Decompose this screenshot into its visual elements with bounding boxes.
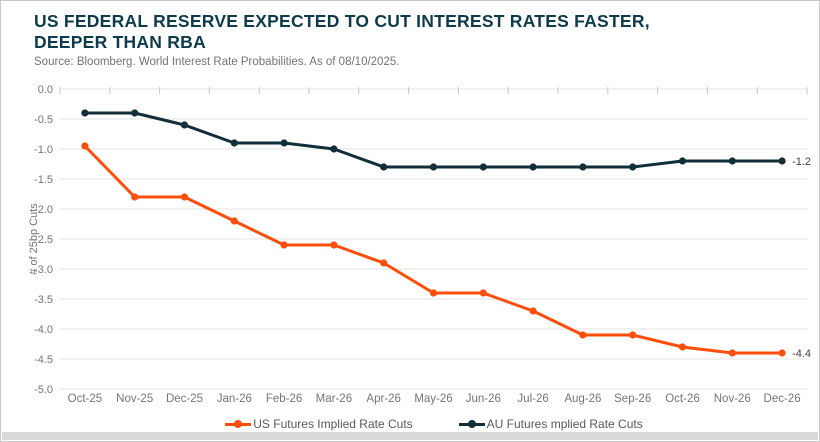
data-point-au <box>81 109 89 117</box>
data-point-us <box>429 289 438 297</box>
data-point-us <box>81 142 89 150</box>
x-tick-label: Jun-26 <box>466 393 501 405</box>
x-tick-label: Mar-26 <box>316 393 352 405</box>
data-point-us <box>678 343 687 351</box>
au-swatch-dot <box>467 420 476 428</box>
y-tick-label: -3.5 <box>34 294 53 306</box>
au-series-swatch-icon <box>458 418 485 430</box>
data-point-au <box>380 163 388 171</box>
end-label-us: -4.4 <box>792 348 811 360</box>
data-point-us <box>380 259 388 267</box>
data-point-au <box>728 157 736 165</box>
x-tick-label: May-26 <box>414 393 452 405</box>
source-note: Source: Bloomberg. World Interest Rate P… <box>34 56 400 68</box>
legend-label-us: US Futures Implied Rate Cuts <box>253 417 413 431</box>
x-tick-label: Aug-26 <box>564 393 601 405</box>
data-point-us <box>180 193 189 201</box>
x-tick-label: Oct-25 <box>68 393 103 405</box>
y-tick-label: -1.5 <box>34 174 53 186</box>
data-point-au <box>678 157 687 165</box>
y-tick-label: -1.0 <box>34 144 53 156</box>
data-point-us <box>579 331 587 339</box>
y-tick-label: -4.5 <box>34 354 53 366</box>
legend-item-us: US Futures Implied Rate Cuts <box>225 417 413 431</box>
series-line-us <box>83 144 784 355</box>
y-tick-label: -2.0 <box>34 204 53 216</box>
bottom-strip <box>2 432 818 440</box>
data-point-au <box>529 163 537 171</box>
chart-title: US FEDERAL RESERVE EXPECTED TO CUT INTER… <box>34 11 650 53</box>
legend: US Futures Implied Rate Cuts AU Futures … <box>60 417 808 431</box>
x-tick-label: Feb-26 <box>266 393 302 405</box>
y-tick-label: -0.5 <box>34 114 53 126</box>
data-point-au <box>131 109 139 117</box>
y-tick-label: -2.5 <box>34 234 53 246</box>
x-tick-label: Nov-25 <box>116 393 153 405</box>
x-tick-label: Oct-26 <box>665 393 700 405</box>
x-tick-label: Sep-26 <box>614 393 651 405</box>
us-swatch-dot <box>234 420 243 428</box>
data-point-us <box>230 217 238 225</box>
data-point-us <box>330 241 338 249</box>
data-point-au <box>579 163 587 171</box>
data-point-au <box>180 121 189 129</box>
data-point-us <box>778 349 786 357</box>
y-tick-label: -4.0 <box>34 324 53 336</box>
chart-title-line1: US FEDERAL RESERVE EXPECTED TO CUT INTER… <box>34 11 650 31</box>
data-point-us <box>280 241 288 249</box>
x-tick-label: Apr-26 <box>366 393 401 405</box>
series-line-au <box>83 111 784 169</box>
us-series-swatch-icon <box>225 418 252 430</box>
y-tick-label: 0.0 <box>38 84 53 96</box>
data-point-us <box>479 289 487 297</box>
x-tick-label: Jan-26 <box>217 393 252 405</box>
end-label-au: -1.2 <box>792 156 811 168</box>
data-point-us <box>728 349 736 357</box>
data-point-au <box>280 139 288 147</box>
legend-label-au: AU Futures mplied Rate Cuts <box>486 417 643 431</box>
legend-item-au: AU Futures mplied Rate Cuts <box>458 417 643 431</box>
data-point-au <box>330 145 338 153</box>
data-point-us <box>629 331 637 339</box>
data-point-au <box>778 157 786 165</box>
x-tick-label: Dec-25 <box>166 393 203 405</box>
data-point-au <box>629 163 637 171</box>
y-tick-label: -3.0 <box>34 264 53 276</box>
x-tick-label: Dec-26 <box>764 393 801 405</box>
data-point-au <box>429 163 438 171</box>
x-tick-label: Nov-26 <box>714 393 751 405</box>
y-tick-label: -5.0 <box>34 384 53 396</box>
chart-title-line2: DEEPER THAN RBA <box>34 32 206 52</box>
data-point-au <box>230 139 238 147</box>
data-point-us <box>529 307 537 315</box>
data-point-us <box>131 193 139 201</box>
data-point-au <box>479 163 487 171</box>
x-tick-label: Jul-26 <box>517 393 548 405</box>
y-axis-title: # of 25bp Cuts <box>28 203 40 275</box>
